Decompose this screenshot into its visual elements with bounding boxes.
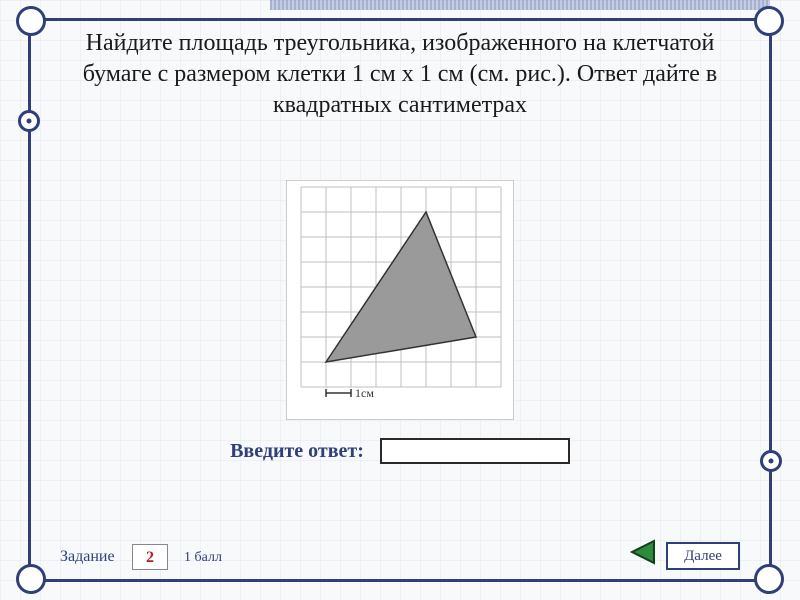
answer-row: Введите ответ: — [0, 438, 800, 464]
triangle-figure: 1см — [286, 180, 514, 420]
task-label: Задание — [60, 548, 115, 566]
frame-corner — [16, 564, 46, 594]
decorative-top-band — [270, 0, 770, 10]
frame-corner — [754, 6, 784, 36]
prev-arrow-icon[interactable] — [626, 537, 656, 572]
points-label: 1 балл — [184, 550, 222, 566]
svg-text:1см: 1см — [355, 386, 374, 400]
next-button[interactable]: Далее — [666, 542, 740, 570]
task-number: 2 — [132, 544, 168, 570]
answer-label: Введите ответ: — [230, 440, 364, 462]
footer-bar: Задание 2 1 балл Далее — [60, 536, 740, 570]
frame-corner — [16, 6, 46, 36]
frame-corner — [754, 564, 784, 594]
question-text: Найдите площадь треугольника, изображенн… — [60, 28, 740, 122]
grid-triangle-svg: 1см — [287, 181, 515, 421]
answer-input[interactable] — [380, 438, 570, 464]
frame-knob — [18, 110, 40, 132]
